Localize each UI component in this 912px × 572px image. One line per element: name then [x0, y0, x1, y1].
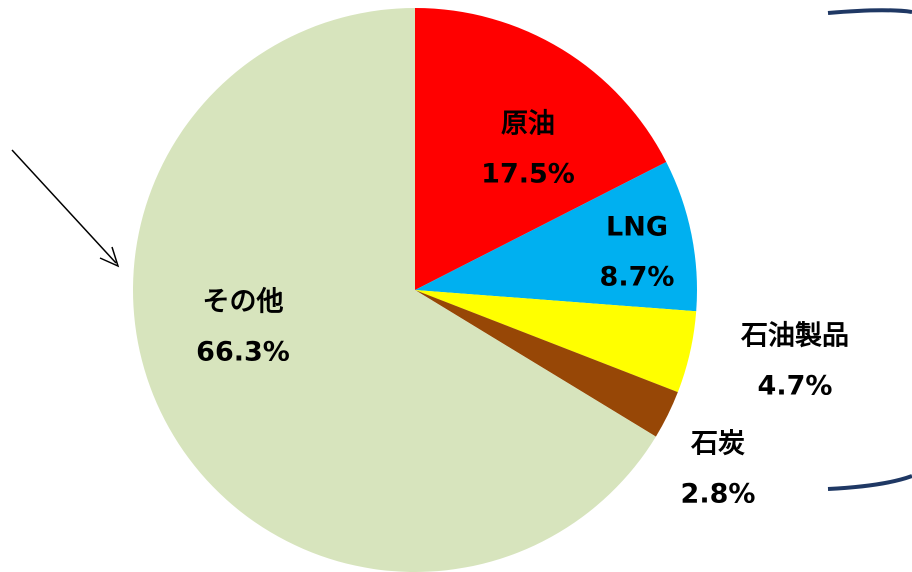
pie-slice [415, 8, 667, 290]
arrow-head [99, 246, 120, 268]
pie-slice [415, 290, 678, 437]
bracket-bottom [827, 474, 912, 491]
slice-name: 石油製品 [740, 321, 849, 352]
bracket-top [827, 8, 912, 15]
slice-value: 4.7% [758, 371, 833, 402]
pie-slice [415, 290, 697, 393]
arrow-line [11, 149, 117, 264]
slice-name: 原油 [501, 109, 555, 140]
slice-name: LNG [606, 212, 668, 243]
slice-value: 2.8% [681, 479, 756, 510]
slice-value: 17.5% [481, 159, 575, 190]
slice-name: その他 [203, 287, 284, 318]
pie-slice [133, 8, 656, 572]
slice-value: 66.3% [196, 337, 290, 368]
pie-slice [415, 161, 697, 312]
slice-value: 8.7% [600, 262, 675, 293]
slice-name: 石炭 [690, 429, 745, 460]
